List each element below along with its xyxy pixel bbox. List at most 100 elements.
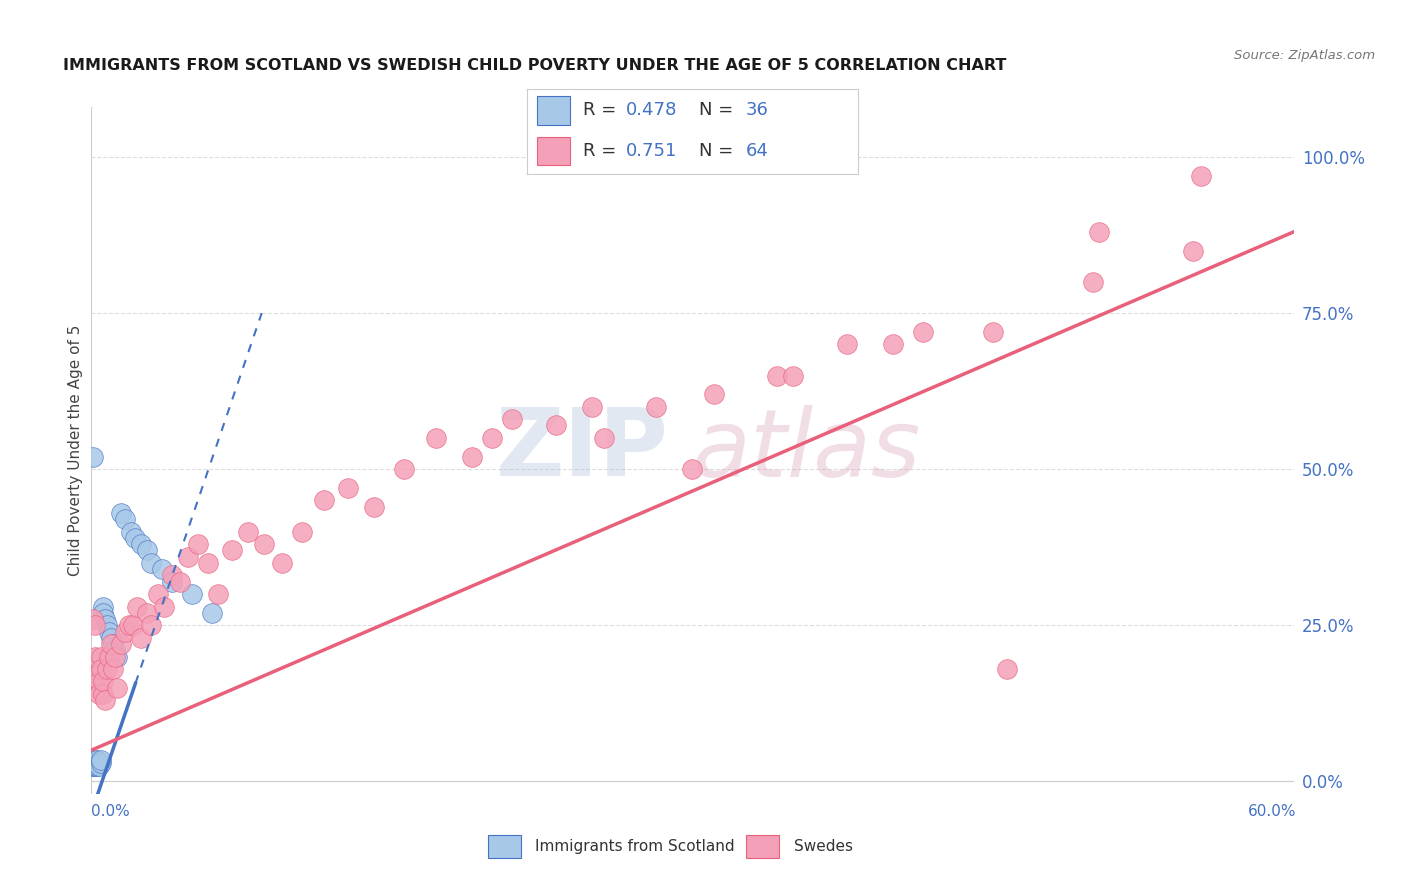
Point bbox=[103, 637, 125, 651]
Point bbox=[94, 693, 117, 707]
Point bbox=[100, 631, 122, 645]
Point bbox=[425, 431, 447, 445]
Point bbox=[131, 537, 153, 551]
Point bbox=[82, 758, 104, 772]
Text: 64: 64 bbox=[745, 142, 768, 160]
Point bbox=[124, 531, 146, 545]
Point bbox=[86, 668, 108, 682]
Point bbox=[1088, 225, 1111, 239]
Point bbox=[197, 556, 219, 570]
Point bbox=[201, 606, 224, 620]
Point bbox=[90, 756, 112, 770]
Point bbox=[169, 574, 191, 589]
Text: 60.0%: 60.0% bbox=[1249, 805, 1296, 819]
Point bbox=[221, 543, 243, 558]
Text: Source: ZipAtlas.com: Source: ZipAtlas.com bbox=[1234, 49, 1375, 62]
Point bbox=[96, 618, 118, 632]
Point bbox=[89, 674, 111, 689]
Point bbox=[141, 618, 163, 632]
Point bbox=[187, 537, 209, 551]
Point bbox=[107, 681, 129, 695]
Point bbox=[1189, 169, 1212, 183]
Point bbox=[84, 758, 107, 772]
Point bbox=[995, 662, 1018, 676]
Text: ZIP: ZIP bbox=[495, 404, 668, 497]
Point bbox=[89, 687, 111, 701]
Point bbox=[160, 568, 183, 582]
Point bbox=[270, 556, 292, 570]
Point bbox=[546, 418, 568, 433]
Point bbox=[86, 752, 108, 766]
Text: N =: N = bbox=[699, 142, 740, 160]
Point bbox=[291, 524, 314, 539]
Point bbox=[82, 612, 104, 626]
Point bbox=[104, 643, 127, 657]
Point bbox=[86, 681, 108, 695]
Point bbox=[86, 756, 108, 770]
Point bbox=[501, 412, 523, 426]
Point bbox=[89, 756, 111, 770]
Point bbox=[121, 524, 143, 539]
Y-axis label: Child Poverty Under the Age of 5: Child Poverty Under the Age of 5 bbox=[67, 325, 83, 576]
Point bbox=[110, 637, 132, 651]
Point bbox=[363, 500, 385, 514]
Bar bbox=[488, 835, 522, 858]
Point bbox=[98, 649, 121, 664]
Point bbox=[84, 649, 107, 664]
Point bbox=[94, 612, 117, 626]
Text: R =: R = bbox=[583, 142, 623, 160]
Point bbox=[93, 606, 115, 620]
Point bbox=[90, 662, 112, 676]
Point bbox=[110, 506, 132, 520]
Point bbox=[82, 756, 104, 770]
Text: 0.478: 0.478 bbox=[627, 102, 678, 120]
Point bbox=[122, 618, 145, 632]
Point bbox=[103, 662, 125, 676]
Point bbox=[207, 587, 229, 601]
Point bbox=[84, 756, 107, 770]
Point bbox=[253, 537, 276, 551]
Point bbox=[93, 687, 115, 701]
Point bbox=[98, 624, 121, 639]
Point bbox=[782, 368, 804, 383]
Point bbox=[703, 387, 725, 401]
Point bbox=[141, 556, 163, 570]
Bar bbox=[537, 136, 571, 165]
Point bbox=[114, 624, 136, 639]
Point bbox=[150, 562, 173, 576]
Point bbox=[114, 512, 136, 526]
Text: R =: R = bbox=[583, 102, 623, 120]
Point bbox=[152, 599, 174, 614]
Text: 36: 36 bbox=[745, 102, 768, 120]
Point bbox=[89, 758, 111, 772]
Point bbox=[84, 752, 107, 766]
Text: atlas: atlas bbox=[692, 405, 921, 496]
Point bbox=[90, 752, 112, 766]
Point bbox=[84, 756, 107, 770]
Point bbox=[127, 599, 149, 614]
Point bbox=[146, 587, 169, 601]
Text: 0.751: 0.751 bbox=[627, 142, 678, 160]
Bar bbox=[537, 96, 571, 125]
Point bbox=[82, 758, 104, 772]
Point bbox=[176, 549, 198, 564]
Point bbox=[100, 637, 122, 651]
Text: Immigrants from Scotland: Immigrants from Scotland bbox=[536, 839, 735, 854]
Point bbox=[160, 574, 183, 589]
Point bbox=[312, 493, 335, 508]
Point bbox=[96, 662, 118, 676]
Text: IMMIGRANTS FROM SCOTLAND VS SWEDISH CHILD POVERTY UNDER THE AGE OF 5 CORRELATION: IMMIGRANTS FROM SCOTLAND VS SWEDISH CHIL… bbox=[63, 58, 1007, 73]
Text: N =: N = bbox=[699, 102, 740, 120]
Point bbox=[835, 337, 858, 351]
Point bbox=[1182, 244, 1205, 258]
Point bbox=[593, 431, 616, 445]
Point bbox=[136, 543, 159, 558]
Point bbox=[82, 450, 104, 464]
Text: 0.0%: 0.0% bbox=[91, 805, 131, 819]
Point bbox=[90, 649, 112, 664]
Point bbox=[104, 649, 127, 664]
Point bbox=[236, 524, 259, 539]
Point bbox=[131, 631, 153, 645]
Bar bbox=[745, 835, 779, 858]
Point bbox=[180, 587, 202, 601]
